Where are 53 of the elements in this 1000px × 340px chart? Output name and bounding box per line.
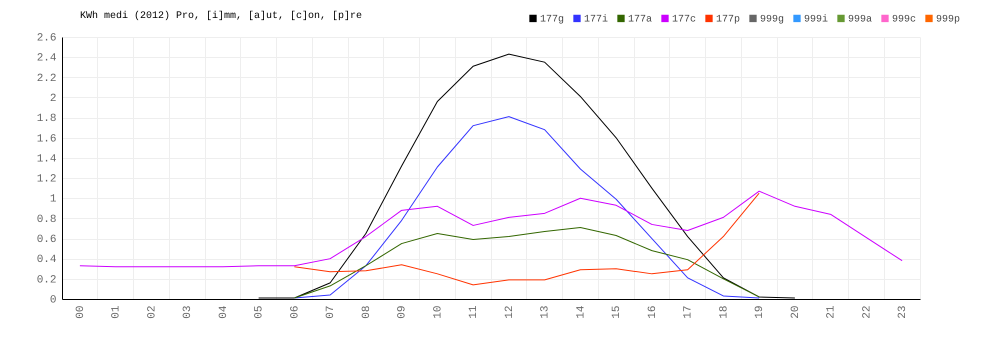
x-tick-label: 05 (254, 306, 266, 319)
x-tick-label: 07 (325, 306, 338, 319)
x-tick-label: 14 (575, 305, 588, 319)
legend-label: 177i (584, 13, 608, 26)
y-tick-label: 2 (50, 92, 56, 105)
x-tick-label: 09 (396, 306, 409, 319)
y-tick-label: 1.8 (36, 113, 56, 126)
legend-label: 999g (760, 14, 784, 26)
x-tick-label: 19 (754, 306, 766, 319)
x-tick-label: 20 (790, 306, 802, 319)
y-tick-label: 0 (50, 294, 56, 306)
x-tick-label: 12 (504, 306, 516, 319)
x-tick-label: 08 (360, 306, 373, 319)
line-series (294, 226, 760, 298)
x-tick-label: 04 (218, 305, 230, 319)
x-tick-label: 13 (540, 306, 552, 319)
x-tick-label: 00 (74, 306, 87, 319)
legend-label: 177a (628, 14, 652, 26)
legend-label: 177g (540, 14, 564, 26)
x-tick-label: 02 (146, 306, 158, 319)
legend-label: 999p (936, 14, 960, 26)
line-series (294, 116, 760, 298)
legend-label: 999i (804, 13, 828, 26)
y-tick-label: 1.6 (36, 133, 56, 146)
y-tick-label: 1.4 (36, 153, 57, 166)
y-tick-label: 0.8 (36, 214, 56, 226)
y-tick-label: 2.6 (36, 32, 56, 44)
y-tick-label: 0.6 (36, 234, 56, 246)
x-tick-label: 11 (468, 305, 480, 319)
legend-label: 999a (848, 14, 872, 26)
legend-label: 177c (672, 14, 696, 26)
x-tick-label: 17 (682, 306, 695, 319)
y-tick-label: 0.2 (36, 274, 56, 286)
y-tick-label: 1.2 (36, 174, 56, 186)
x-tick-label: 01 (110, 305, 123, 319)
line-series (294, 192, 760, 286)
y-tick-label: 0.4 (36, 254, 57, 266)
y-tick-label: 2.2 (36, 72, 56, 85)
line-series (79, 190, 903, 268)
x-tick-label: 22 (861, 306, 874, 319)
legend-label: 999c (892, 14, 916, 26)
legend-label: 177p (716, 14, 740, 26)
x-tick-label: 16 (646, 306, 659, 319)
x-tick-label: 06 (289, 306, 302, 319)
x-tick-label: 21 (826, 305, 838, 319)
y-tick-label: 2.4 (36, 52, 57, 65)
x-tick-label: 23 (897, 306, 910, 319)
x-tick-label: 03 (182, 306, 194, 319)
chart-title: KWh medi (2012) Pro, [i]mm, [a]ut, [c]on, [p]re (80, 10, 362, 22)
x-tick-label: 18 (718, 306, 730, 319)
y-tick-label: 1 (50, 194, 57, 206)
x-tick-label: 15 (611, 306, 624, 319)
x-tick-label: 10 (432, 306, 444, 319)
